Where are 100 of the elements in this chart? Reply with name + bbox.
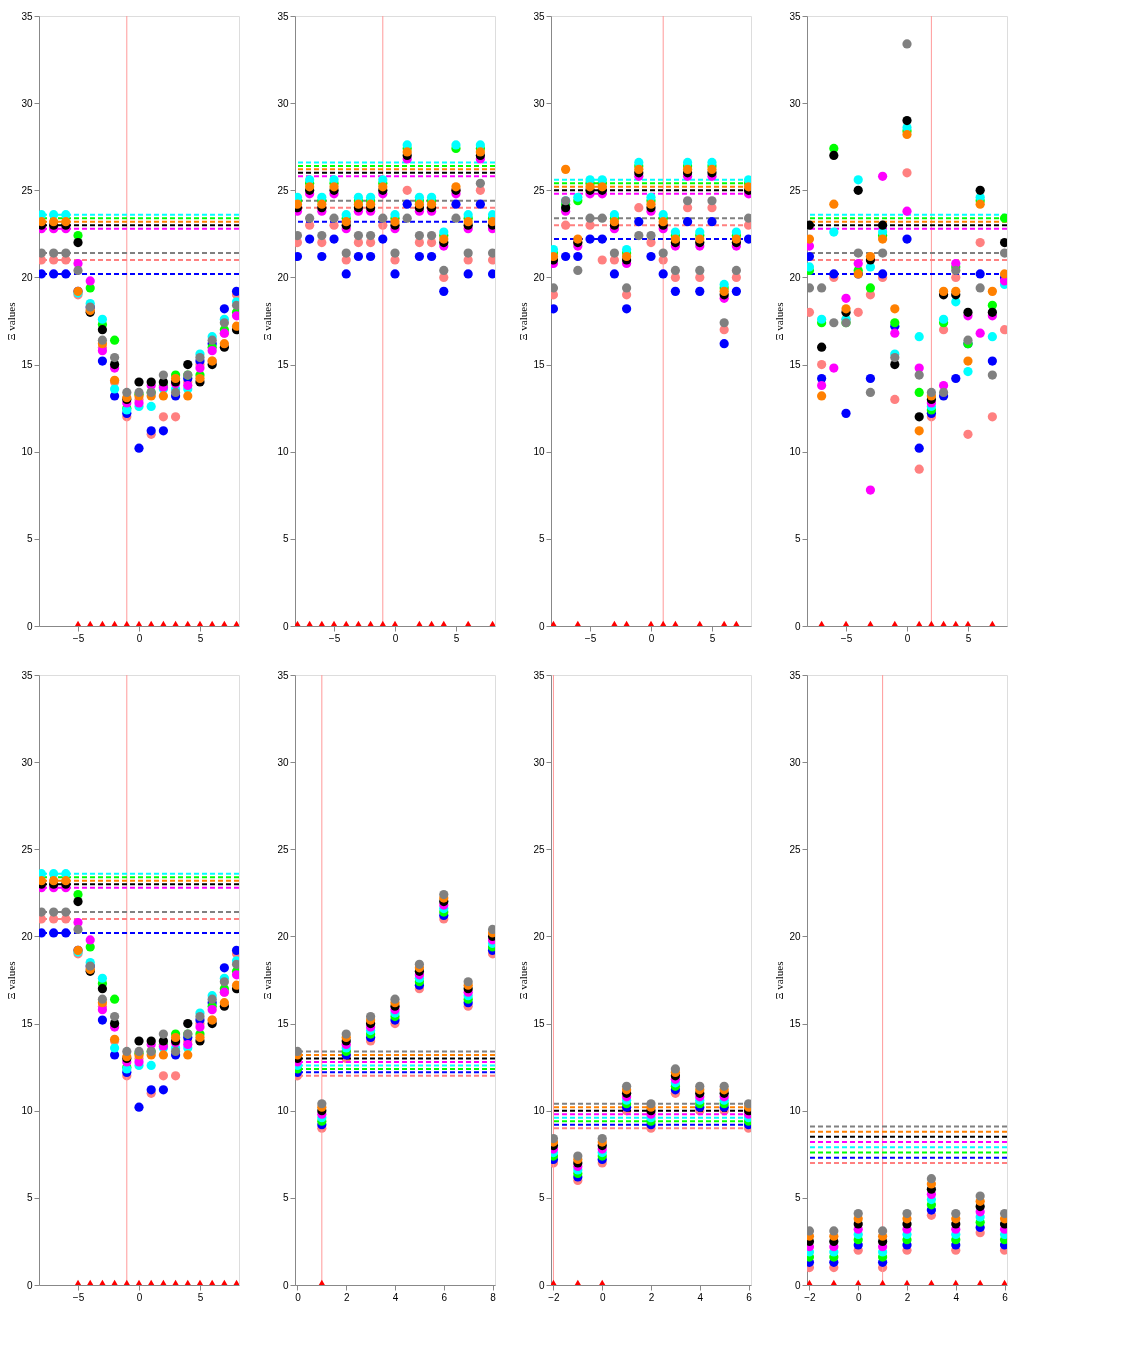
y-tick-label: 10 — [21, 1105, 33, 1117]
y-tick-label: 25 — [21, 184, 33, 196]
y-tick-label: 20 — [21, 271, 33, 283]
y-tick-label: 5 — [282, 533, 289, 545]
y-tick-label: 20 — [533, 271, 545, 283]
x-tick-label: −5 — [840, 632, 853, 644]
y-tick-label: 0 — [26, 620, 33, 632]
y-tick-label: 20 — [789, 930, 801, 942]
x-tick-label: 5 — [197, 1291, 204, 1303]
x-tick-label: 2 — [904, 1291, 911, 1303]
y-axis-title: Ξ values — [517, 302, 530, 341]
y-tick-label: 30 — [789, 97, 801, 109]
x-tick-label: 0 — [136, 1291, 143, 1303]
x-tick-label: 5 — [709, 632, 716, 644]
x-tick-label: 0 — [904, 632, 911, 644]
y-tick-label: 0 — [26, 1279, 33, 1291]
y-tick-label: 5 — [538, 533, 545, 545]
y-tick-label: 0 — [794, 1279, 801, 1291]
x-tick-label: 6 — [441, 1291, 448, 1303]
y-tick-label: 10 — [789, 446, 801, 458]
y-tick-label: 15 — [21, 359, 33, 371]
y-tick-label: 10 — [533, 446, 545, 458]
y-tick-label: 30 — [533, 756, 545, 768]
y-tick-label: 5 — [26, 1192, 33, 1204]
y-axis-title: Ξ values — [773, 302, 786, 341]
x-tick-label: 5 — [453, 632, 460, 644]
y-tick-label: 10 — [533, 1105, 545, 1117]
x-tick-label: 6 — [1002, 1291, 1009, 1303]
y-tick-label: 25 — [277, 184, 289, 196]
y-tick-label: 20 — [277, 271, 289, 283]
y-tick-label: 0 — [794, 620, 801, 632]
y-tick-label: 0 — [538, 1279, 545, 1291]
y-tick-label: 35 — [21, 669, 33, 681]
x-tick-label: 0 — [136, 632, 143, 644]
y-tick-label: 35 — [277, 669, 289, 681]
y-tick-label: 25 — [21, 843, 33, 855]
y-tick-label: 35 — [533, 669, 545, 681]
y-tick-label: 20 — [789, 271, 801, 283]
y-tick-label: 30 — [789, 756, 801, 768]
x-tick-label: −5 — [328, 632, 341, 644]
y-tick-label: 25 — [533, 184, 545, 196]
x-tick-label: 4 — [953, 1291, 960, 1303]
y-tick-label: 20 — [277, 930, 289, 942]
x-tick-label: 8 — [490, 1291, 497, 1303]
y-tick-label: 10 — [277, 1105, 289, 1117]
x-tick-label: 6 — [746, 1291, 753, 1303]
y-tick-label: 25 — [277, 843, 289, 855]
x-tick-label: 4 — [392, 1291, 399, 1303]
y-tick-label: 30 — [21, 97, 33, 109]
x-tick-label: 2 — [648, 1291, 655, 1303]
x-tick-label: −2 — [804, 1291, 817, 1303]
y-tick-label: 15 — [277, 1018, 289, 1030]
x-tick-label: 5 — [965, 632, 972, 644]
x-tick-label: 0 — [392, 632, 399, 644]
x-tick-label: 0 — [599, 1291, 606, 1303]
x-tick-label: 5 — [197, 632, 204, 644]
y-tick-label: 30 — [21, 756, 33, 768]
y-tick-label: 15 — [533, 359, 545, 371]
y-tick-label: 35 — [789, 10, 801, 22]
y-tick-label: 0 — [282, 620, 289, 632]
y-tick-label: 5 — [538, 1192, 545, 1204]
y-axis-title: Ξ values — [5, 961, 18, 1000]
y-tick-label: 5 — [794, 533, 801, 545]
y-tick-label: 35 — [277, 10, 289, 22]
y-tick-label: 25 — [789, 843, 801, 855]
y-tick-label: 25 — [789, 184, 801, 196]
y-axis-title: Ξ values — [773, 961, 786, 1000]
y-tick-label: 15 — [789, 359, 801, 371]
x-tick-label: −5 — [584, 632, 597, 644]
x-tick-label: −5 — [72, 632, 85, 644]
y-tick-label: 10 — [789, 1105, 801, 1117]
y-axis-title: Ξ values — [5, 302, 18, 341]
y-axis-title: Ξ values — [261, 302, 274, 341]
x-tick-label: 4 — [697, 1291, 704, 1303]
y-tick-label: 15 — [21, 1018, 33, 1030]
y-tick-label: 5 — [794, 1192, 801, 1204]
x-tick-label: 0 — [855, 1291, 862, 1303]
y-tick-label: 5 — [26, 533, 33, 545]
x-tick-label: 0 — [648, 632, 655, 644]
y-axis-title: Ξ values — [261, 961, 274, 1000]
y-tick-label: 20 — [533, 930, 545, 942]
y-tick-label: 10 — [277, 446, 289, 458]
x-tick-label: −5 — [72, 1291, 85, 1303]
y-tick-label: 10 — [21, 446, 33, 458]
y-tick-label: 0 — [282, 1279, 289, 1291]
y-tick-label: 15 — [277, 359, 289, 371]
y-tick-label: 30 — [277, 97, 289, 109]
y-tick-label: 30 — [277, 756, 289, 768]
y-tick-label: 15 — [533, 1018, 545, 1030]
y-tick-label: 20 — [21, 930, 33, 942]
x-tick-label: 2 — [343, 1291, 350, 1303]
y-tick-label: 25 — [533, 843, 545, 855]
x-tick-label: −2 — [548, 1291, 561, 1303]
y-axis-title: Ξ values — [517, 961, 530, 1000]
y-tick-label: 30 — [533, 97, 545, 109]
y-tick-label: 35 — [21, 10, 33, 22]
y-tick-label: 15 — [789, 1018, 801, 1030]
y-tick-label: 35 — [533, 10, 545, 22]
y-tick-label: 35 — [789, 669, 801, 681]
x-tick-label: 0 — [295, 1291, 302, 1303]
